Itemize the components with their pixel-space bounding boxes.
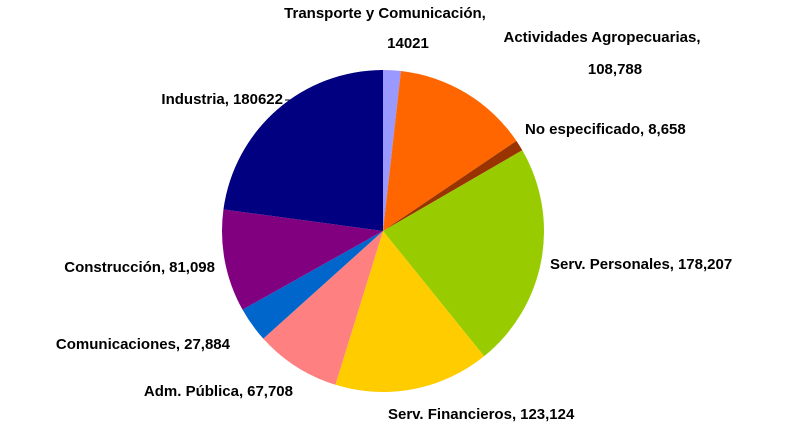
pie-slice bbox=[383, 70, 401, 231]
pie-slice bbox=[383, 150, 544, 357]
label-value: 123,124 bbox=[520, 406, 575, 423]
data-label: Serv. Personales, 178,207 bbox=[550, 256, 732, 273]
label-value: 81,098 bbox=[169, 259, 215, 276]
pie-slice bbox=[383, 140, 523, 231]
data-label: Industria, 180622 bbox=[161, 91, 283, 108]
label-name: Industria, bbox=[161, 91, 229, 108]
pie-slice bbox=[263, 231, 383, 385]
label-value: 108,788 bbox=[588, 61, 642, 78]
label-value: 14021 bbox=[387, 35, 429, 52]
data-label: Construcción, 81,098 bbox=[64, 259, 215, 276]
pie-slice bbox=[222, 209, 383, 310]
label-name: Comunicaciones, bbox=[56, 336, 180, 353]
label-name: Serv. Financieros, bbox=[388, 406, 516, 423]
pie-slice bbox=[383, 70, 517, 231]
data-label: 108,788 bbox=[588, 61, 642, 78]
label-name: Construcción, bbox=[64, 259, 165, 276]
data-label: Actividades Agropecuarias, bbox=[503, 29, 700, 46]
data-label: Serv. Financieros, 123,124 bbox=[388, 406, 575, 423]
pie-slice bbox=[242, 231, 383, 339]
label-name: Actividades Agropecuarias, bbox=[503, 29, 700, 46]
data-label: 14021 bbox=[387, 35, 429, 52]
label-name: Transporte y Comunicación, bbox=[284, 5, 486, 22]
label-name: No especificado, bbox=[525, 121, 644, 138]
label-name: Adm. Pública, bbox=[144, 383, 243, 400]
label-value: 27,884 bbox=[184, 336, 231, 353]
label-value: 67,708 bbox=[247, 383, 293, 400]
data-label: Comunicaciones, 27,884 bbox=[56, 336, 231, 353]
pie-slice bbox=[335, 231, 485, 392]
label-name: Serv. Personales, bbox=[550, 256, 674, 273]
data-label: Adm. Pública, 67,708 bbox=[144, 383, 293, 400]
label-value: 180622 bbox=[233, 91, 283, 108]
label-value: 8,658 bbox=[648, 121, 686, 138]
pie-slice bbox=[223, 70, 383, 231]
data-label: No especificado, 8,658 bbox=[525, 121, 686, 138]
data-label: Transporte y Comunicación, bbox=[284, 5, 486, 22]
label-value: 178,207 bbox=[678, 256, 732, 273]
